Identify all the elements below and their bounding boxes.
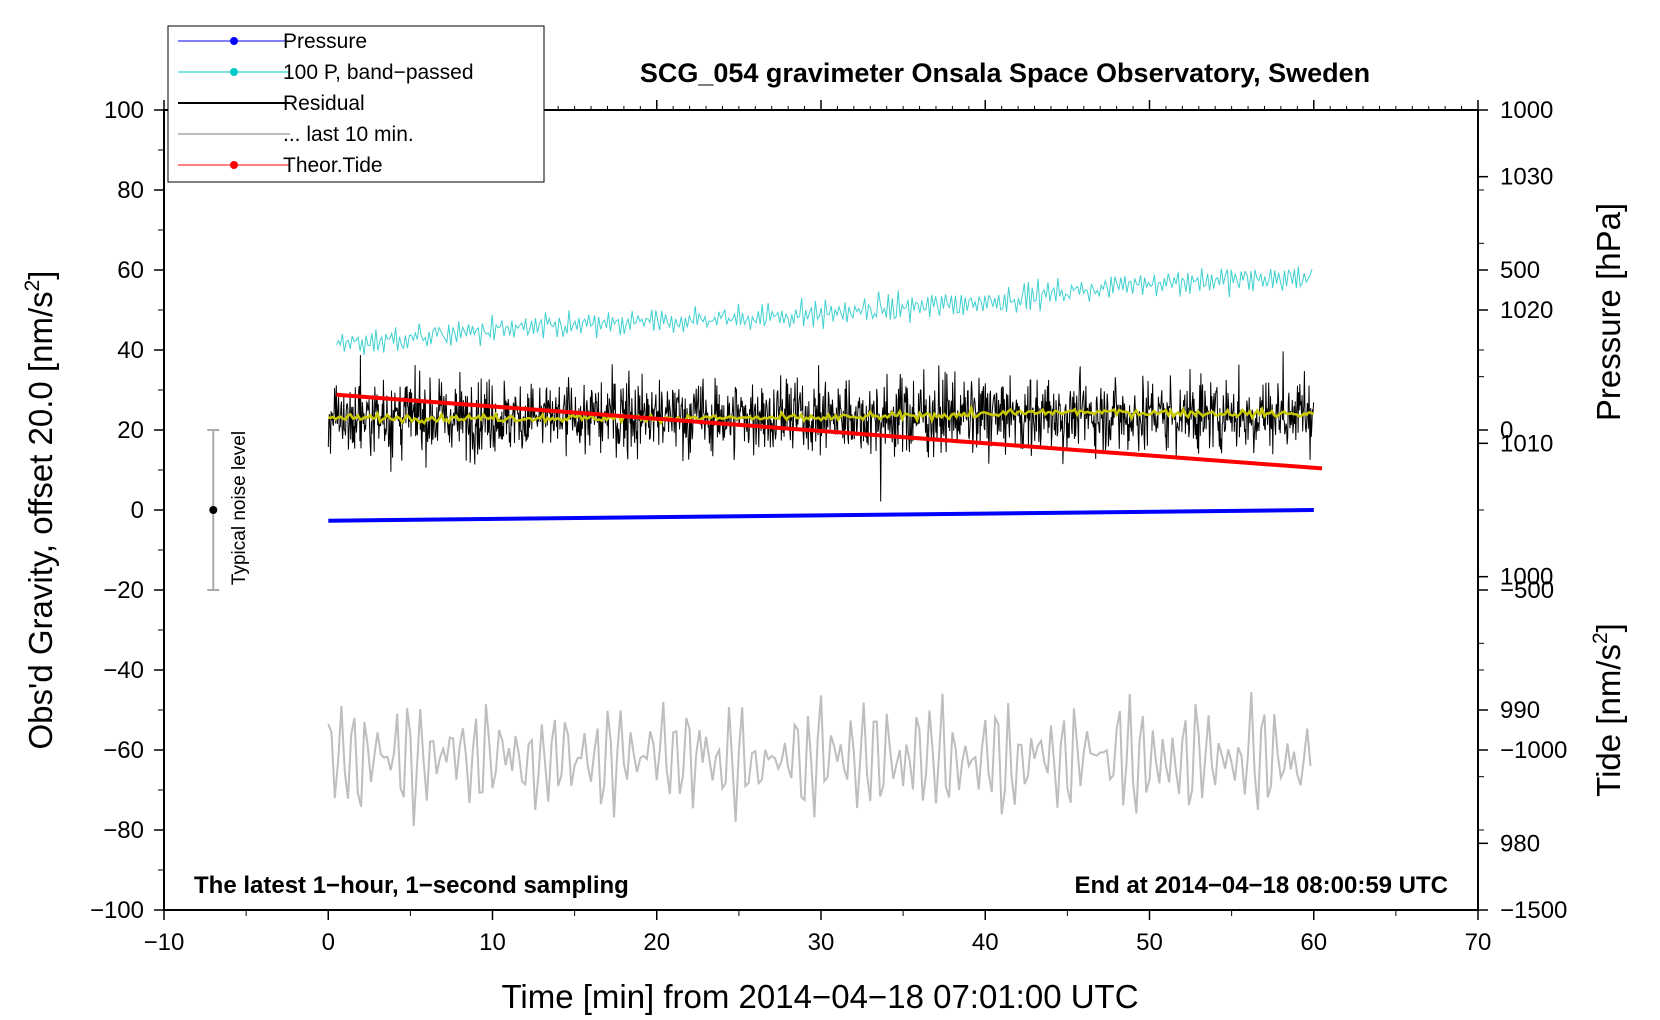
legend-marker — [230, 161, 238, 169]
series-pressure — [328, 508, 1314, 523]
noise-level-label: Typical noise level — [229, 431, 250, 585]
tide-tick-label: 1000 — [1500, 97, 1553, 124]
noise-level-marker — [207, 429, 220, 591]
x-tick-label: 0 — [322, 929, 335, 956]
series-residual-smoothed — [328, 404, 1315, 426]
tide-tick-label: −1500 — [1500, 897, 1567, 924]
pressure-tick-label: 1000 — [1500, 564, 1553, 591]
y-tick-label: −40 — [103, 657, 144, 684]
series-residual — [327, 351, 1315, 502]
legend-marker — [230, 37, 238, 45]
y-axis-title-pressure: Pressure [hPa] — [1590, 203, 1627, 421]
chart-title: SCG_054 gravimeter Onsala Space Observat… — [640, 58, 1370, 88]
y-tick-label: 20 — [117, 417, 144, 444]
tide-tick-label: 500 — [1500, 257, 1540, 284]
y-axis-title-left: Obs'd Gravity, offset 20.0 [nm/s2] — [21, 271, 59, 750]
y-tick-label: 100 — [104, 97, 144, 124]
y-tick-label: −80 — [103, 817, 144, 844]
legend-label: Theor.Tide — [283, 154, 383, 177]
x-tick-label: −10 — [144, 929, 185, 956]
sampling-note: The latest 1−hour, 1−second sampling — [194, 872, 629, 899]
y-tick-label: −100 — [90, 897, 144, 924]
pressure-tick-label: 1030 — [1500, 164, 1553, 191]
tide-tick-label: −1000 — [1500, 737, 1567, 764]
series-band-passed — [336, 266, 1313, 355]
x-tick-label: 20 — [643, 929, 670, 956]
legend-label: Residual — [283, 92, 365, 115]
pressure-tick-label: 990 — [1500, 697, 1540, 724]
tide-tick-label: −500 — [1500, 577, 1554, 604]
y-tick-label: −20 — [103, 577, 144, 604]
y-tick-label: 0 — [131, 497, 144, 524]
y-tick-label: 40 — [117, 337, 144, 364]
pressure-tick-label: 1010 — [1500, 430, 1553, 457]
series-theor-tide — [336, 392, 1323, 471]
pressure-tick-label: 980 — [1500, 830, 1540, 857]
y-tick-label: −60 — [103, 737, 144, 764]
legend-marker — [230, 68, 238, 76]
x-tick-label: 10 — [479, 929, 506, 956]
legend-label: ... last 10 min. — [283, 123, 414, 146]
y-tick-label: 60 — [117, 257, 144, 284]
x-tick-label: 30 — [808, 929, 835, 956]
y-tick-label: 80 — [117, 177, 144, 204]
legend-label: 100 P, band−passed — [283, 61, 474, 84]
x-tick-label: 70 — [1465, 929, 1492, 956]
series-last-10-min — [327, 692, 1312, 827]
x-axis-title: Time [min] from 2014−04−18 07:01:00 UTC — [501, 978, 1138, 1015]
x-tick-label: 40 — [972, 929, 999, 956]
end-time-note: End at 2014−04−18 08:00:59 UTC — [1074, 872, 1448, 899]
noise-center-dot — [209, 506, 218, 514]
y-axis-title-tide: Tide [nm/s2] — [1589, 623, 1627, 797]
series-layer — [327, 266, 1323, 827]
legend-label: Pressure — [283, 30, 367, 53]
legend: Pressure 100 P, band−passed Residual ... la… — [167, 25, 545, 183]
tide-tick-label: 0 — [1500, 417, 1513, 444]
x-tick-label: 50 — [1136, 929, 1163, 956]
x-tick-label: 60 — [1300, 929, 1327, 956]
axis-layer: −10 0 10 20 30 40 50 60 70100806040200−20−40−60−… — [90, 97, 1567, 956]
pressure-tick-label: 1020 — [1500, 297, 1553, 324]
